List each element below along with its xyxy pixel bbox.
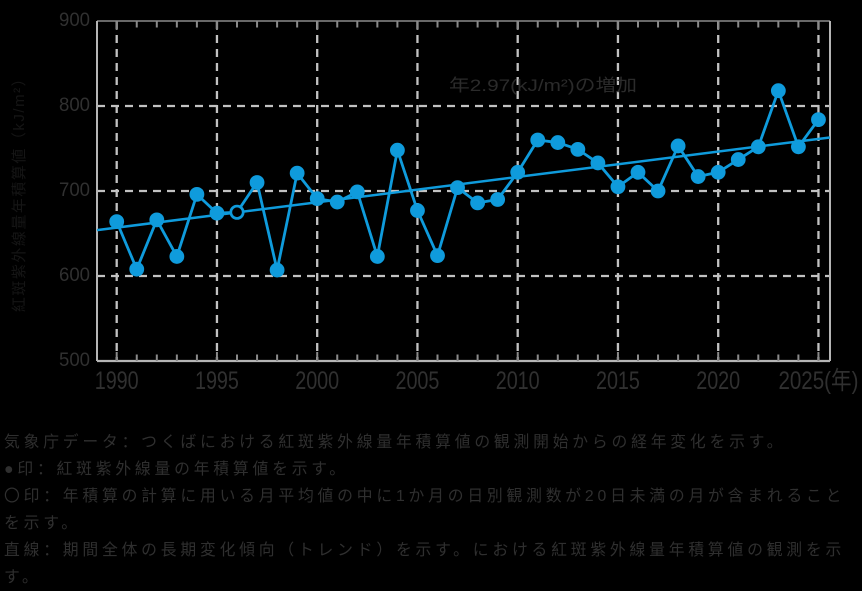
data-point-2017: [650, 183, 666, 199]
x-tick-label-2005: 2005: [395, 367, 439, 395]
data-point-1995: [209, 205, 225, 221]
data-point-2012: [550, 135, 566, 150]
data-point-2024: [791, 139, 806, 155]
data-point-2016: [630, 164, 646, 180]
caption-line-trend: 直線：期間全体の長期変化傾向（トレンド）を示す。における紅斑紫外線量年積算値の観…: [4, 542, 846, 559]
data-point-2011: [530, 132, 546, 148]
data-point-2010: [510, 164, 526, 180]
data-point-2015: [610, 179, 626, 195]
caption-line-trend-2: す。: [4, 569, 42, 586]
data-point-1992: [149, 212, 165, 228]
data-point-2025: [811, 112, 826, 127]
data-point-2001: [329, 194, 345, 210]
x-tick-label-1995: 1995: [195, 367, 239, 395]
data-line: [115, 89, 820, 272]
caption-line-filled-dot: ●印：紅斑紫外線量の年積算値を示す。: [4, 461, 349, 478]
caption-line-open-dot-2: を示す。: [4, 515, 81, 532]
data-point-1997: [249, 175, 265, 190]
data-point-2018: [670, 138, 686, 154]
uv-trend-chart-figure: 900 800 700 600 500 1990 1995 2000 2005 2010 2015 2…: [10, 10, 858, 395]
data-point-2020: [710, 164, 726, 180]
data-point-2009: [490, 192, 506, 207]
data-point-1994: [189, 187, 205, 202]
data-point-1991: [129, 261, 145, 277]
data-point-2023: [770, 83, 786, 99]
x-tick-label-2020: 2020: [696, 367, 740, 395]
y-tick-label-800: 800: [59, 95, 90, 116]
x-tick-label-2010: 2010: [496, 367, 540, 395]
data-point-2008: [470, 195, 485, 211]
caption-line-source: 気象庁データ：つくばにおける紅斑紫外線量年積算値の観測開始からの経年変化を示す。: [4, 434, 787, 451]
data-point-1990: [109, 214, 125, 230]
x-tick-label-2015: 2015: [596, 367, 640, 395]
data-point-2019: [690, 169, 706, 184]
data-point-1998: [269, 262, 285, 278]
data-point-2003: [369, 249, 385, 264]
data-point-2014: [590, 155, 606, 171]
y-tick-label-600: 600: [59, 265, 90, 286]
data-point-2013: [570, 141, 586, 157]
data-point-2022: [750, 139, 766, 155]
chart-caption: 気象庁データ：つくばにおける紅斑紫外線量年積算値の観測開始からの経年変化を示す。…: [4, 429, 862, 591]
data-point-2006: [430, 248, 445, 263]
data-point-2004: [390, 142, 405, 158]
data-point-2000: [309, 191, 325, 207]
y-tick-label-900: 900: [59, 10, 90, 31]
data-point-2007: [450, 180, 465, 196]
data-point-2005: [410, 203, 425, 218]
data-point-2021: [730, 152, 746, 167]
trend-annotation: 年2.97(kJ/m²)の増加: [449, 76, 637, 95]
data-point-1993: [169, 249, 185, 264]
x-tick-label-2000: 2000: [295, 367, 339, 395]
y-axis-title: 紅斑紫外線量年積算値（kJ/m²）: [10, 70, 28, 312]
data-point-2002: [349, 184, 365, 200]
y-tick-label-500: 500: [59, 350, 90, 371]
x-tick-label-2025: 2025(年): [778, 367, 858, 395]
y-tick-label-700: 700: [59, 180, 90, 201]
caption-line-open-dot: 〇印：年積算の計算に用いる月平均値の中に1か月の日別観測数が20日未満の月が含ま…: [4, 488, 846, 505]
data-point-1999: [289, 165, 305, 181]
data-point-open-1996: [229, 204, 245, 220]
x-tick-label-1990: 1990: [95, 367, 139, 395]
